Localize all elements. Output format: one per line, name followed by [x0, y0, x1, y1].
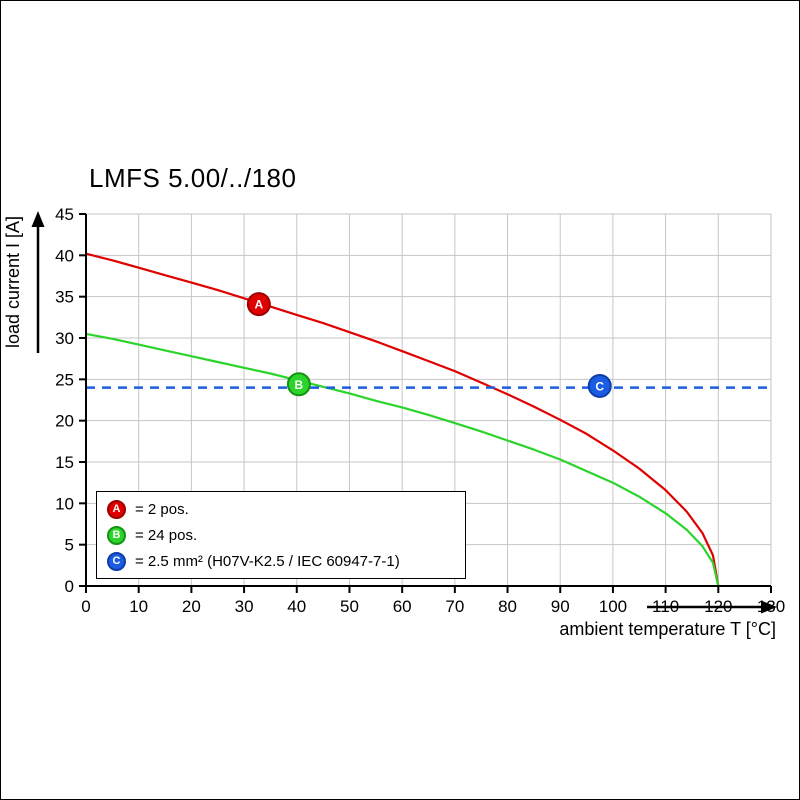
marker-label-a: A	[254, 298, 263, 312]
y-tick-label: 45	[55, 205, 74, 224]
x-axis-label: ambient temperature T [°C]	[559, 619, 776, 639]
x-tick-label: 100	[599, 597, 627, 616]
y-tick-label: 30	[55, 329, 74, 348]
plot-area: 0 5 10 15 20 25 30 35 40 45 0 10 20 30 40 50 60 70 80 90 100…	[55, 205, 785, 616]
x-tick-label: 50	[340, 597, 359, 616]
x-tick-label: 90	[551, 597, 570, 616]
legend-label-a: = 2 pos.	[135, 500, 189, 518]
y-tick-label: 35	[55, 288, 74, 307]
legend-badge-a: A	[107, 499, 126, 519]
y-tick-label: 0	[65, 577, 74, 596]
marker-label-b: B	[295, 378, 304, 392]
x-tick-label: 30	[235, 597, 254, 616]
y-axis-label: load current I [A]	[3, 216, 23, 348]
y-tick-label: 40	[55, 246, 74, 265]
legend-badge-b: B	[107, 525, 126, 545]
x-tick-label: 20	[182, 597, 201, 616]
y-axis-arrow-icon	[31, 211, 45, 353]
marker-b	[286, 372, 311, 397]
marker-a	[246, 292, 271, 317]
x-axis-arrow-icon	[647, 600, 777, 614]
legend-item-c: C = 2.5 mm² (H07V-K2.5 / IEC 60947-7-1)	[107, 551, 465, 571]
legend-item-b: B = 24 pos.	[107, 525, 465, 545]
x-tick-label: 10	[129, 597, 148, 616]
legend-badge-c: C	[107, 551, 126, 571]
chart-title: LMFS 5.00/../180	[89, 163, 297, 193]
y-tick-label: 15	[55, 453, 74, 472]
y-tick-label: 20	[55, 412, 74, 431]
curve-A	[85, 252, 720, 587]
marker-label-c: C	[595, 379, 604, 393]
legend-item-a: A = 2 pos.	[107, 499, 465, 519]
legend-label-b: = 24 pos.	[135, 526, 198, 544]
y-tick-label: 10	[55, 494, 74, 513]
x-tick-label: 0	[81, 597, 90, 616]
marker-c	[587, 373, 612, 398]
y-tick-label: 25	[55, 370, 74, 389]
x-tick-label: 80	[498, 597, 517, 616]
x-tick-label: 70	[445, 597, 464, 616]
x-tick-label: 40	[287, 597, 306, 616]
x-tick-label: 60	[393, 597, 412, 616]
y-tick-label: 5	[65, 536, 74, 555]
legend-label-c: = 2.5 mm² (H07V-K2.5 / IEC 60947-7-1)	[135, 552, 400, 570]
curve-B	[85, 332, 720, 587]
legend: A = 2 pos. B = 24 pos. C = 2.5 mm² (H07V…	[96, 491, 466, 579]
